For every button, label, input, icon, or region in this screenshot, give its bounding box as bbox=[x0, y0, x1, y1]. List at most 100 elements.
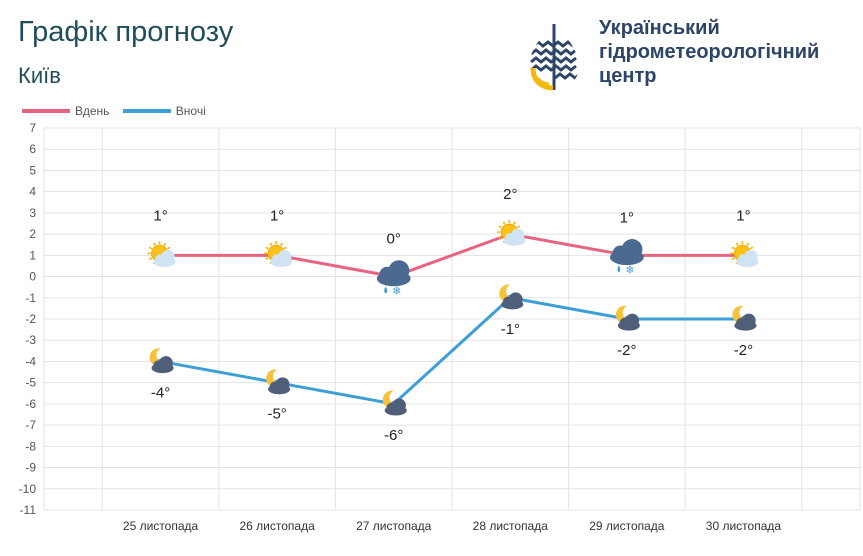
raindrop bbox=[384, 286, 388, 294]
legend-label-day: Вдень bbox=[75, 104, 110, 118]
page-title: Графік прогнозу bbox=[18, 16, 234, 48]
sun-ray bbox=[152, 242, 156, 246]
cloud-part bbox=[625, 313, 640, 328]
y-tick-label: 5 bbox=[29, 163, 36, 177]
sun-cloud-icon bbox=[497, 220, 526, 246]
cloud-part bbox=[508, 292, 523, 307]
y-tick-label: 2 bbox=[29, 227, 36, 241]
day-series-value-label: 1° bbox=[620, 209, 634, 226]
y-tick-label: 1 bbox=[29, 248, 36, 262]
sun-ray bbox=[148, 246, 153, 250]
legend-swatch-day bbox=[22, 109, 70, 113]
y-tick-label: 6 bbox=[29, 142, 36, 156]
sun-ray bbox=[163, 242, 167, 246]
y-tick-label: -6 bbox=[25, 397, 36, 411]
snowflake: ❄ bbox=[625, 264, 634, 276]
night-series-value-label: -5° bbox=[267, 406, 286, 423]
sun-ray bbox=[279, 242, 283, 246]
org-name: Український гідрометеорологічний центр bbox=[599, 16, 819, 88]
night-series-value-label: -1° bbox=[501, 321, 520, 338]
sun-cloud-icon bbox=[730, 241, 759, 267]
sun-ray bbox=[746, 242, 750, 246]
x-tick-label: 28 листопада bbox=[473, 519, 549, 533]
night-series-value-label: -4° bbox=[151, 384, 170, 401]
org-name-line: гідрометеорологічний bbox=[599, 41, 820, 63]
day-series-value-label: 1° bbox=[270, 207, 284, 224]
night-series-value-label: -2° bbox=[734, 342, 753, 359]
sun-ray bbox=[516, 225, 521, 229]
legend-item-day[interactable]: Вдень bbox=[22, 104, 109, 118]
y-tick-label: -3 bbox=[25, 333, 36, 347]
cloud-part bbox=[744, 249, 758, 264]
cloud-part bbox=[388, 260, 410, 282]
night-series-line bbox=[160, 296, 744, 406]
cloud-part bbox=[510, 228, 525, 243]
chart-legend: Вдень Вночі bbox=[22, 102, 216, 118]
x-tick-label: 27 листопада bbox=[356, 519, 432, 533]
night-series-value-label: -6° bbox=[384, 427, 403, 444]
sun-ray bbox=[513, 221, 516, 225]
sun-ray bbox=[498, 235, 502, 239]
sun-ray bbox=[265, 246, 269, 250]
moon-cloud-icon bbox=[266, 369, 291, 395]
legend-label-night: Вночі bbox=[175, 104, 206, 118]
moon-crescent bbox=[149, 348, 167, 367]
cloud-part bbox=[161, 249, 175, 264]
moon-crescent bbox=[615, 305, 633, 324]
moon-crescent bbox=[499, 284, 517, 303]
cloud-part bbox=[275, 377, 290, 391]
y-tick-label: -1 bbox=[25, 291, 36, 305]
cloud-part bbox=[621, 239, 643, 260]
moon-crescent bbox=[266, 369, 284, 388]
sun-ray bbox=[502, 221, 506, 225]
org-name-line: центр bbox=[599, 65, 657, 87]
x-tick-label: 29 листопада bbox=[589, 519, 665, 533]
forecast-chart: 7 6 5 4 3 2 1 0 -1 -2 -3 -4 -5 -6 -7 -8 -9 -10 -11 25 листо… bbox=[19, 121, 861, 533]
cloud-part bbox=[159, 356, 173, 370]
sun-ray bbox=[731, 257, 736, 261]
raindrop bbox=[617, 265, 621, 273]
legend-item-night[interactable]: Вночі bbox=[122, 104, 206, 118]
y-tick-label: -11 bbox=[20, 503, 37, 517]
moon-cloud-icon bbox=[149, 348, 174, 374]
org-name-line: Український bbox=[599, 17, 720, 39]
sun-ray bbox=[749, 246, 754, 250]
x-tick-label: 30 листопада bbox=[706, 519, 782, 533]
cloud-snow-icon: ❄ bbox=[609, 239, 644, 276]
y-tick-label: -7 bbox=[25, 418, 36, 432]
y-tick-label: -4 bbox=[25, 354, 36, 368]
sun-cloud-icon bbox=[147, 241, 176, 267]
day-series-value-label: 1° bbox=[153, 207, 167, 224]
sun-ray bbox=[269, 242, 273, 246]
moon-cloud-icon bbox=[499, 284, 524, 310]
y-tick-label: 7 bbox=[29, 121, 36, 135]
night-series-value-label: -2° bbox=[617, 342, 636, 359]
cloud-part bbox=[392, 398, 406, 413]
day-series-value-label: 1° bbox=[736, 207, 750, 224]
moon-cloud-icon bbox=[615, 305, 640, 331]
sun-ray bbox=[148, 257, 153, 261]
y-tick-label: -2 bbox=[25, 312, 36, 326]
sun-ray bbox=[498, 225, 502, 229]
x-tick-label: 26 листопада bbox=[240, 519, 316, 533]
sun-ray bbox=[283, 246, 287, 250]
moon-cloud-icon bbox=[382, 390, 407, 416]
moon-crescent bbox=[382, 390, 400, 409]
y-tick-label: -5 bbox=[25, 376, 36, 390]
sun-ray bbox=[731, 246, 736, 250]
moon-crescent bbox=[732, 305, 750, 324]
sun-cloud-icon bbox=[264, 241, 293, 267]
day-series-value-label: 0° bbox=[387, 231, 401, 248]
cloud-part bbox=[742, 313, 756, 328]
sun-ray bbox=[735, 242, 739, 246]
sun-ray bbox=[166, 246, 171, 250]
cloud-snow-icon: ❄ bbox=[376, 260, 411, 298]
day-series-line bbox=[160, 232, 744, 279]
legend-swatch-night bbox=[122, 109, 171, 113]
moon-cloud-icon bbox=[732, 305, 757, 331]
y-tick-label: -9 bbox=[25, 461, 36, 475]
cloud-part bbox=[277, 249, 292, 264]
snowflake: ❄ bbox=[392, 286, 401, 298]
x-tick-label: 25 листопада bbox=[123, 519, 199, 533]
y-tick-label: 4 bbox=[29, 185, 36, 199]
